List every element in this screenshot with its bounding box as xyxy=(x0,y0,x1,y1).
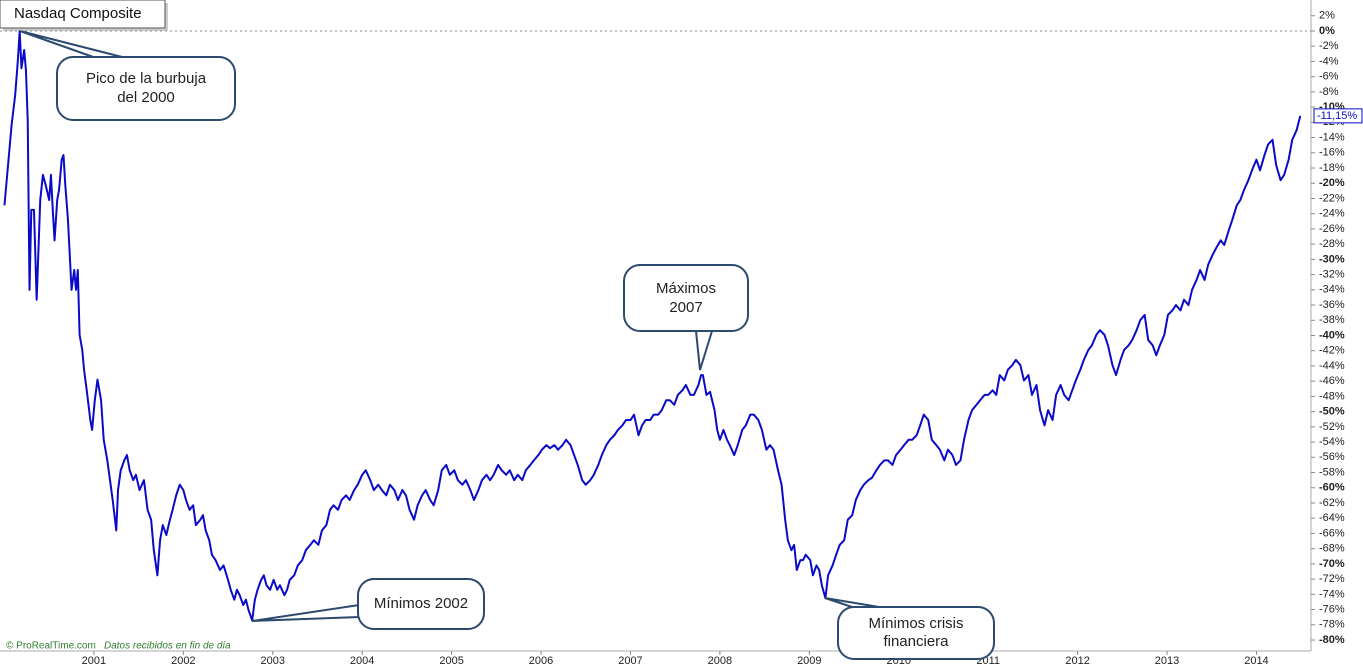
y-tick-label: -70% xyxy=(1319,558,1345,570)
callout-box xyxy=(623,264,749,332)
y-tick-label: -14% xyxy=(1319,131,1345,143)
y-tick-label: 0% xyxy=(1319,25,1335,37)
callout-text: Mínimos 2002 xyxy=(374,595,468,612)
y-tick-label: -80% xyxy=(1319,634,1345,646)
line-series xyxy=(3,29,1302,622)
y-tick-label: -4% xyxy=(1319,55,1339,67)
x-tick-label: 2009 xyxy=(797,655,821,667)
y-tick-label: -60% xyxy=(1319,482,1345,494)
y-tick-label: -46% xyxy=(1319,375,1345,387)
last-value: -11,15% xyxy=(1313,108,1363,124)
y-tick-label: -56% xyxy=(1319,451,1345,463)
callout-box xyxy=(837,606,995,660)
x-tick-label: 2001 xyxy=(82,655,106,667)
last-value-label: -11,15% xyxy=(1317,110,1357,122)
plot: 2%0%-2%-4%-6%-8%-10%-12%-14%-16%-18%-20%… xyxy=(0,10,1345,667)
y-tick-label: -20% xyxy=(1319,177,1345,189)
y-tick-label: -24% xyxy=(1319,208,1345,220)
y-tick-label: -66% xyxy=(1319,527,1345,539)
y-tick-label: -48% xyxy=(1319,390,1345,402)
y-tick-label: -30% xyxy=(1319,253,1345,265)
y-tick-label: -18% xyxy=(1319,162,1345,174)
y-tick-label: -40% xyxy=(1319,329,1345,341)
callout-box xyxy=(357,578,485,630)
source-note: Datos recibidos en fin de día xyxy=(104,641,231,652)
y-tick-label: -78% xyxy=(1319,619,1345,631)
source: © ProRealTime.com xyxy=(6,641,96,652)
y-tick-label: -42% xyxy=(1319,345,1345,357)
y-tick-label: -64% xyxy=(1319,512,1345,524)
x-tick-label: 2012 xyxy=(1065,655,1089,667)
chart-title: Nasdaq Composite xyxy=(14,5,142,22)
callout-text: del 2000 xyxy=(117,89,175,106)
x-tick-label: 2014 xyxy=(1244,655,1268,667)
x-tick-label: 2013 xyxy=(1155,655,1179,667)
y-tick-label: -8% xyxy=(1319,86,1339,98)
callout-box xyxy=(56,56,236,121)
y-tick-label: -22% xyxy=(1319,192,1345,204)
x-tick-label: 2004 xyxy=(350,655,374,667)
callout: Máximos 2007 xyxy=(623,264,749,371)
callout: Pico de la burbuja del 2000 xyxy=(19,30,236,121)
y-tick-label: -68% xyxy=(1319,543,1345,555)
y-tick-label: -54% xyxy=(1319,436,1345,448)
y-tick-label: -2% xyxy=(1319,40,1339,52)
y-tick-label: -26% xyxy=(1319,223,1345,235)
x-tick-label: 2007 xyxy=(618,655,642,667)
x-tick-label: 2002 xyxy=(171,655,195,667)
y-tick-label: -28% xyxy=(1319,238,1345,250)
x-tick-label: 2005 xyxy=(439,655,463,667)
y-tick-label: -44% xyxy=(1319,360,1345,372)
y-tick-label: -76% xyxy=(1319,603,1345,615)
y-tick-label: 2% xyxy=(1319,10,1335,22)
callout-text: 2007 xyxy=(669,299,702,316)
x-tick-label: 2008 xyxy=(708,655,732,667)
y-tick-label: -32% xyxy=(1319,269,1345,281)
y-tick-label: -62% xyxy=(1319,497,1345,509)
y-tick-label: -34% xyxy=(1319,284,1345,296)
y-tick-label: -38% xyxy=(1319,314,1345,326)
callout: Mínimos 2002 xyxy=(251,578,485,630)
callout-text: financiera xyxy=(883,633,949,650)
y-tick-label: -6% xyxy=(1319,71,1339,83)
y-tick-label: -16% xyxy=(1319,147,1345,159)
title-box xyxy=(0,0,166,29)
y-tick-label: -52% xyxy=(1319,421,1345,433)
last-value-box xyxy=(1313,108,1363,124)
x-tick-label: 2006 xyxy=(529,655,553,667)
callout-text: Mínimos crisis xyxy=(868,615,963,632)
y-tick-label: -74% xyxy=(1319,588,1345,600)
y-tick-label: -36% xyxy=(1319,299,1345,311)
callout: Mínimos crisis financiera xyxy=(824,597,995,660)
y-tick-label: -72% xyxy=(1319,573,1345,585)
x-tick-label: 2003 xyxy=(261,655,285,667)
y-tick-label: -58% xyxy=(1319,466,1345,478)
callout-text: Pico de la burbuja xyxy=(86,70,207,87)
y-tick-label: -50% xyxy=(1319,406,1345,418)
callout-text: Máximos xyxy=(656,280,716,297)
